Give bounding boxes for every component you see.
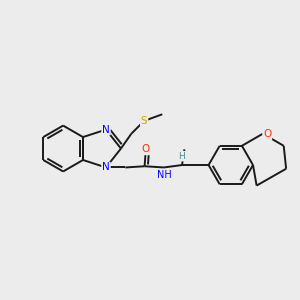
Text: H: H xyxy=(178,152,185,161)
Text: S: S xyxy=(141,116,148,126)
Text: NH: NH xyxy=(157,170,172,180)
Text: O: O xyxy=(263,129,272,139)
Text: N: N xyxy=(102,124,110,135)
Text: N: N xyxy=(102,163,110,172)
Text: O: O xyxy=(142,144,150,154)
